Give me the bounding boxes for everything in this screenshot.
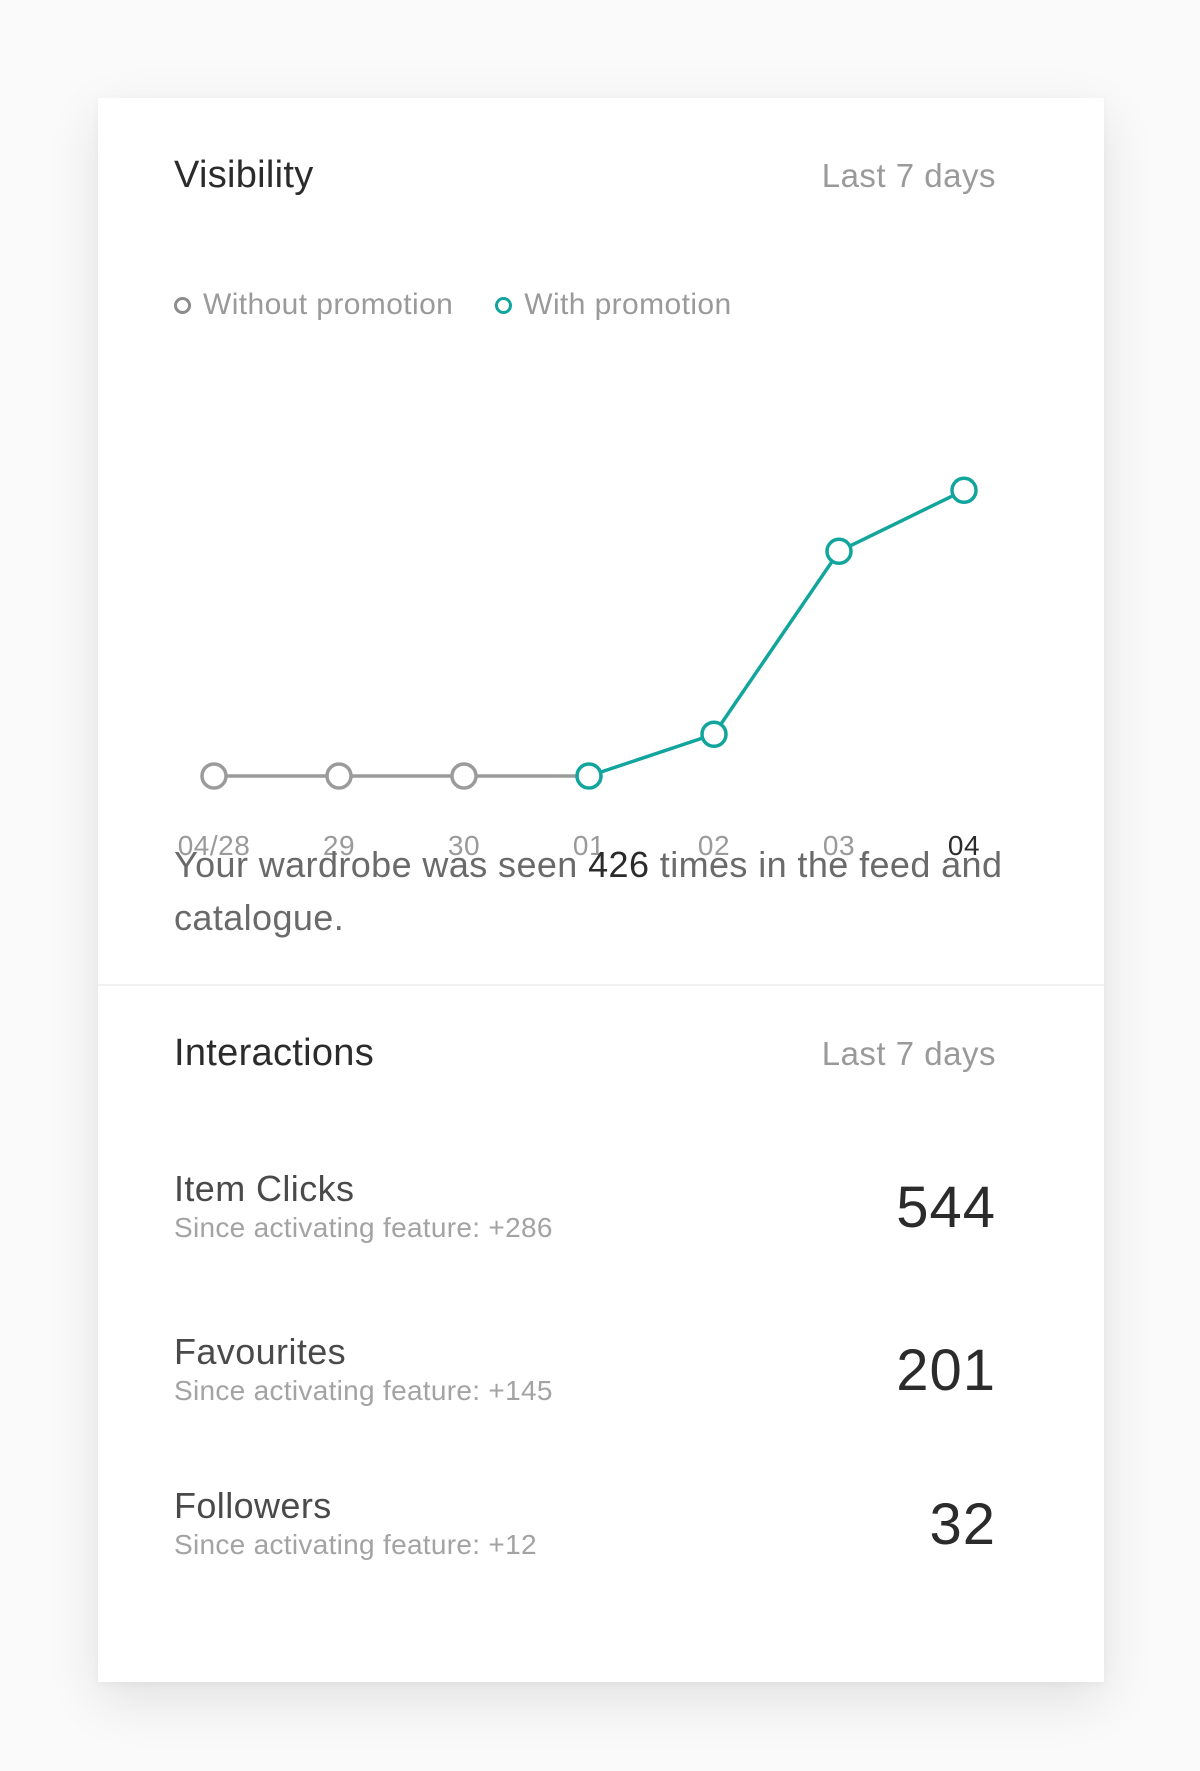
- metric-favourites: Favourites Since activating feature: +14…: [174, 1331, 996, 1409]
- metric-value: 32: [929, 1491, 996, 1557]
- chart-legend: Without promotion With promotion: [174, 288, 774, 322]
- section-divider: [98, 984, 1104, 986]
- data-point-without-promotion: [450, 762, 478, 790]
- visibility-title: Visibility: [174, 154, 314, 196]
- metric-sub: Since activating feature: +286: [174, 1212, 553, 1243]
- summary-count: 426: [588, 844, 650, 885]
- data-point-with-promotion: [825, 537, 853, 566]
- x-tick-label: 03: [823, 830, 855, 861]
- data-point-with-promotion: [700, 720, 728, 749]
- x-tick-label: 04: [948, 830, 980, 861]
- legend-teal-dot-icon: [495, 296, 513, 314]
- metric-sub: Since activating feature: +12: [174, 1529, 537, 1560]
- summary-prefix: Your wardrobe was seen: [174, 844, 589, 885]
- metric-label: Item Clicks: [174, 1168, 355, 1209]
- data-point-with-promotion: [950, 476, 978, 505]
- visibility-chart: 04/28 29 30 01 02 03 04: [178, 476, 980, 861]
- x-tick-label: 30: [448, 830, 480, 861]
- visibility-range: Last 7 days: [821, 157, 996, 194]
- metric-text: Followers Since activating feature: +12: [174, 1485, 537, 1563]
- metric-value: 544: [896, 1174, 996, 1240]
- visibility-summary: Your wardrobe was seen 426 times in the …: [174, 838, 1034, 944]
- x-tick-label: 04/28: [178, 830, 251, 861]
- metric-text: Item Clicks Since activating feature: +2…: [174, 1168, 553, 1246]
- legend-with-promotion: With promotion: [495, 288, 731, 322]
- interactions-header: Interactions Last 7 days: [174, 1032, 996, 1075]
- data-point-without-promotion: [325, 762, 353, 790]
- interactions-title: Interactions: [174, 1032, 375, 1074]
- metric-followers: Followers Since activating feature: +12 …: [174, 1485, 996, 1563]
- metric-label: Favourites: [174, 1331, 347, 1372]
- data-point-without-promotion: [200, 762, 228, 790]
- metric-label: Followers: [174, 1485, 332, 1526]
- x-tick-label: 01: [573, 830, 605, 861]
- legend-gray-dot-icon: [174, 296, 191, 314]
- summary-suffix: times in the feed and catalogue.: [174, 844, 1003, 938]
- x-tick-label: 29: [323, 830, 355, 861]
- series-line-with-promotion: [588, 488, 965, 778]
- metric-item-clicks: Item Clicks Since activating feature: +2…: [174, 1168, 996, 1246]
- legend-without-label: Without promotion: [203, 288, 454, 321]
- legend-with-label: With promotion: [524, 288, 732, 321]
- stats-card: Visibility Last 7 days Without promotion…: [98, 98, 1104, 1682]
- metric-sub: Since activating feature: +145: [174, 1375, 553, 1406]
- legend-without-promotion: Without promotion: [174, 288, 453, 322]
- visibility-header: Visibility Last 7 days: [174, 154, 996, 197]
- metric-text: Favourites Since activating feature: +14…: [174, 1331, 553, 1409]
- data-point-with-promotion: [575, 762, 603, 790]
- metric-value: 201: [896, 1337, 996, 1403]
- x-tick-label: 02: [698, 830, 730, 861]
- interactions-range: Last 7 days: [821, 1035, 996, 1072]
